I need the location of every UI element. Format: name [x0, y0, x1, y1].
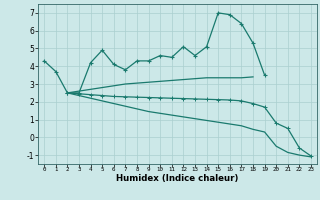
X-axis label: Humidex (Indice chaleur): Humidex (Indice chaleur) — [116, 174, 239, 183]
